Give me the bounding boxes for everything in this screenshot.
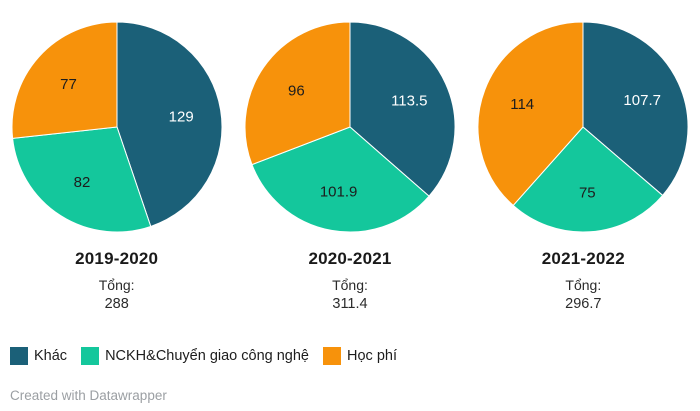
pie-title: 2020-2021	[308, 249, 392, 268]
legend-swatch-nckh	[81, 347, 100, 366]
pie-total-value: 288	[104, 295, 129, 312]
legend: Khác NCKH&Chuyển giao công nghệ Học phí	[10, 347, 700, 366]
pie-total-label: Tổng:	[98, 277, 135, 293]
pie-title: 2019-2020	[75, 249, 159, 268]
pie-total-value: 311.4	[332, 295, 368, 312]
pie-total-value: 296.7	[565, 295, 602, 312]
pie-value-label-hoc-phi: 114	[511, 96, 535, 113]
pie-slice-nckh-chuyen-giao-cong-nghe[interactable]	[11, 126, 151, 233]
pie-value-label-nckh-chuyen-giao-cong-nghe: 101.9	[320, 183, 358, 200]
pie-slice-nckh-chuyen-giao-cong-nghe[interactable]	[512, 126, 664, 233]
pie-slice-nckh-chuyen-giao-cong-nghe[interactable]	[251, 126, 430, 233]
pie-chart-2020-2021: 113.5 101.9 96	[244, 21, 456, 233]
datawrapper-attribution-link[interactable]: Created with Datawrapper	[10, 388, 167, 404]
pie-total-label: Tổng:	[332, 277, 368, 293]
pie-chart-2019-2020: 129 82 77	[11, 21, 223, 233]
chart-column-2019-2020: 129 82 77 2019-2020 Tổng: 288	[0, 21, 233, 314]
legend-label: Học phí	[347, 348, 397, 365]
pie-value-label-khac: 113.5	[391, 92, 427, 109]
pie-value-label-hoc-phi: 77	[60, 76, 77, 93]
pie-slice-hoc-phi[interactable]	[244, 21, 351, 166]
legend-swatch-hoc-phi	[323, 347, 341, 366]
charts-row: 129 82 77 2019-2020 Tổng: 288 113.5 101.9 96…	[0, 21, 700, 314]
pie-slice-hoc-phi[interactable]	[11, 21, 118, 139]
pie-value-label-nckh-chuyen-giao-cong-nghe: 75	[579, 184, 596, 201]
pie-slice-khac[interactable]	[349, 21, 456, 197]
legend-label: Khác	[34, 348, 68, 365]
pie-chart-2021-2022: 107.7 75 114	[477, 21, 689, 233]
chart-column-2021-2022: 107.7 75 114 2021-2022 Tổng: 296.7	[467, 21, 700, 314]
pie-value-label-khac: 107.7	[624, 92, 662, 109]
pie-total-label: Tổng:	[565, 277, 602, 293]
pie-title: 2021-2022	[541, 249, 625, 268]
legend-item-khac: Khác	[10, 347, 68, 366]
pie-value-label-hoc-phi: 96	[288, 82, 305, 99]
legend-item-hoc-phi: Học phí	[323, 347, 397, 366]
pie-slice-khac[interactable]	[116, 21, 223, 227]
pie-value-label-nckh-chuyen-giao-cong-nghe: 82	[73, 174, 90, 191]
legend-item-nckh: NCKH&Chuyển giao công nghệ	[81, 347, 309, 366]
legend-label: NCKH&Chuyển giao công nghệ	[105, 348, 309, 365]
legend-swatch-khac	[10, 347, 28, 366]
pie-slice-khac[interactable]	[582, 21, 689, 196]
pie-value-label-khac: 129	[168, 109, 193, 126]
chart-column-2020-2021: 113.5 101.9 96 2020-2021 Tổng: 311.4	[233, 21, 466, 314]
pie-slice-hoc-phi[interactable]	[477, 21, 584, 206]
